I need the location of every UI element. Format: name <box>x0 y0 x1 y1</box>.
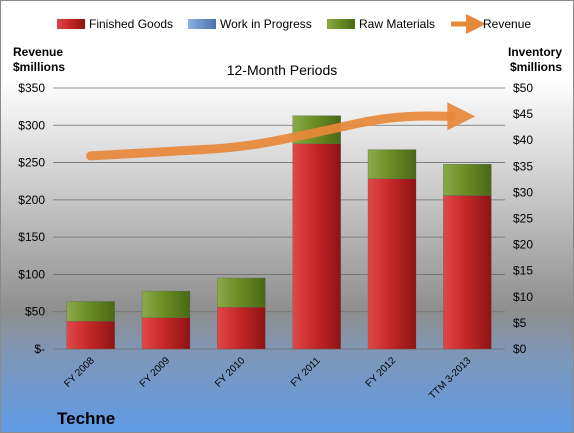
bar-finished-goods-fy-2012 <box>367 178 417 350</box>
revenue-line-path <box>86 111 456 161</box>
left-tick-label: $200 <box>18 193 45 207</box>
left-tick-label: $250 <box>18 156 45 170</box>
left-axis-title-line1: Revenue <box>13 45 63 59</box>
left-axis-title-line2: $millions <box>13 60 65 74</box>
right-tick-label: $20 <box>513 238 533 252</box>
left-tick-label: $- <box>34 342 45 356</box>
category-label-fy-2009: FY 2009 <box>138 355 173 390</box>
category-label-fy-2008: FY 2008 <box>62 355 97 390</box>
bar-finished-goods-fy-2008 <box>66 321 115 350</box>
right-tick-label: $40 <box>513 133 533 147</box>
category-label-ttm-3-2013: TTM 3-2013 <box>427 355 474 402</box>
legend-label-revenue: Revenue <box>483 17 531 31</box>
legend-label-work-in-progress: Work in Progress <box>220 17 312 31</box>
legend-swatch-raw-materials <box>327 19 355 29</box>
legend-label-raw-materials: Raw Materials <box>359 17 435 31</box>
left-tick-label: $100 <box>18 267 45 281</box>
left-tick-label: $300 <box>18 118 45 132</box>
bar-raw-materials-fy-2010 <box>217 277 266 308</box>
company-name: Techne <box>57 409 115 428</box>
gridlines <box>53 87 505 350</box>
category-label-fy-2012: FY 2012 <box>364 355 399 390</box>
bar-raw-materials-fy-2008 <box>66 301 115 322</box>
bar-raw-materials-fy-2009 <box>141 290 191 318</box>
legend-swatch-work-in-progress <box>188 19 216 29</box>
revenue-arrowhead <box>447 102 476 131</box>
right-tick-label: $10 <box>513 290 533 304</box>
legend-label-finished-goods: Finished Goods <box>89 17 173 31</box>
left-tick-label: $50 <box>25 305 45 319</box>
legend-swatch-finished-goods <box>57 19 85 29</box>
right-axis-title-line2: $millions <box>510 60 562 74</box>
right-tick-label: $5 <box>513 316 527 330</box>
right-axis-title-line1: Inventory <box>508 45 562 59</box>
bar-raw-materials-ttm-3-2013 <box>443 164 492 196</box>
revenue-line <box>86 102 476 161</box>
right-tick-label: $25 <box>513 212 533 226</box>
bar-finished-goods-ttm-3-2013 <box>443 195 492 350</box>
right-tick-label: $45 <box>513 107 533 121</box>
bar-finished-goods-fy-2011 <box>292 143 341 350</box>
left-tick-label: $350 <box>18 81 45 95</box>
right-tick-label: $15 <box>513 264 533 278</box>
bar-finished-goods-fy-2010 <box>217 307 266 350</box>
left-tick-label: $150 <box>18 230 45 244</box>
right-tick-label: $30 <box>513 185 533 199</box>
chart-title: 12-Month Periods <box>227 62 338 78</box>
right-tick-label: $50 <box>513 81 533 95</box>
legend: Finished Goods Work in Progress Raw Mate… <box>57 14 531 34</box>
bar-raw-materials-fy-2012 <box>367 149 417 179</box>
category-label-fy-2010: FY 2010 <box>213 355 248 390</box>
category-label-fy-2011: FY 2011 <box>289 355 323 389</box>
bar-finished-goods-fy-2009 <box>141 317 191 350</box>
right-tick-label: $0 <box>513 342 527 356</box>
right-tick-label: $35 <box>513 159 533 173</box>
